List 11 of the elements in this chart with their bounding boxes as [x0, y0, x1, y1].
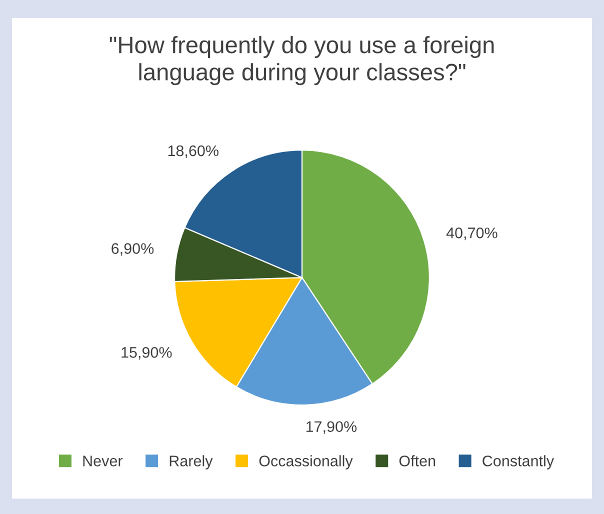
data-label: 40,70% — [446, 228, 498, 240]
data-label: 18,60% — [168, 145, 218, 158]
data-label: 6,90% — [112, 243, 154, 256]
legend-label: Occassionally — [259, 455, 353, 470]
data-label: 15,90% — [122, 347, 172, 360]
legend-label: Never — [83, 456, 123, 466]
legend-label: Often — [399, 455, 436, 466]
legend-label: Constantly — [482, 455, 554, 470]
data-label: 17,90% — [306, 421, 357, 434]
legend-label: Rarely — [170, 455, 213, 470]
chart-title: "How frequently do you use a foreign language during your classes?" — [110, 36, 494, 86]
